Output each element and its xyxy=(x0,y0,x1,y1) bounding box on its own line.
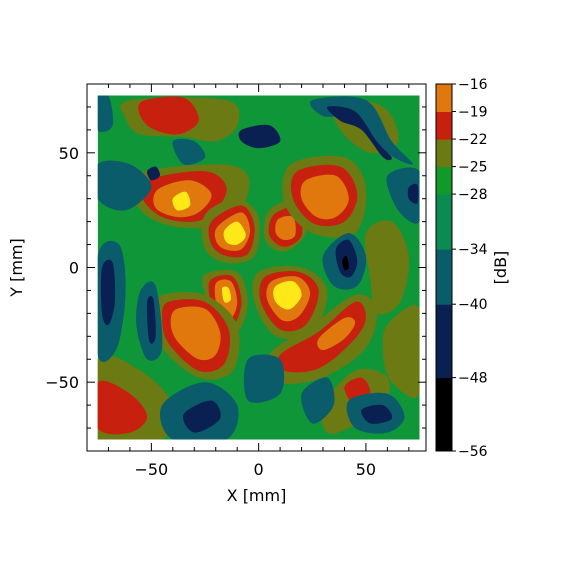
contour-region-1 xyxy=(138,96,199,135)
contour-region-59 xyxy=(301,377,335,424)
colorbar-band xyxy=(436,111,452,140)
contour-region-57 xyxy=(386,167,420,224)
colorbar-tick-label: −48 xyxy=(458,371,488,387)
contour-region-47 xyxy=(326,106,392,161)
contour-region-18 xyxy=(300,174,349,220)
contour-region-32 xyxy=(317,317,356,351)
x-tick-label: 0 xyxy=(254,460,264,479)
contour-region-55 xyxy=(238,124,281,149)
contour-region-53 xyxy=(361,404,393,424)
contour-region-7 xyxy=(172,191,191,211)
contour-region-40 xyxy=(100,259,116,326)
x-axis-label: X [mm] xyxy=(227,486,287,505)
contour-region-35 xyxy=(97,380,148,435)
colorbar-band xyxy=(436,304,452,379)
contour-region-51 xyxy=(243,354,285,403)
contour-region-38 xyxy=(382,305,420,398)
colorbar-tick-label: −19 xyxy=(458,105,488,121)
contour-region-48 xyxy=(97,160,152,211)
colorbar-tick-label: −40 xyxy=(458,297,488,313)
colorbar-tick-label: −28 xyxy=(458,187,488,203)
axis-ticks: −50 0 50 −50 0 50 xyxy=(45,84,426,479)
x-tick-label: 50 xyxy=(356,460,376,479)
contour-region-12 xyxy=(228,227,240,242)
colorbar-unit-label: [dB] xyxy=(491,251,510,285)
contour-region-45 xyxy=(342,255,349,271)
contour-region-29 xyxy=(273,280,302,310)
contour-region-56 xyxy=(146,166,161,181)
colorbar-tick-label: −34 xyxy=(458,242,488,258)
contour-region-54 xyxy=(172,138,206,165)
contour-region-33 xyxy=(364,220,410,315)
colorbar-band xyxy=(436,249,452,305)
colorbar-tick-label: −22 xyxy=(458,132,488,148)
colorbar-band xyxy=(436,139,452,168)
colorbar-frame xyxy=(435,83,453,452)
contour-region-25 xyxy=(170,306,221,361)
contour-map xyxy=(97,95,420,440)
contour-region-42 xyxy=(146,295,156,344)
x-tick-label: −50 xyxy=(134,460,168,479)
contour-region-22 xyxy=(222,286,231,303)
colorbar-tick-label: −25 xyxy=(458,160,488,176)
colorbar-tick-label: −56 xyxy=(458,444,488,460)
colorbar-band xyxy=(436,194,452,250)
y-tick-label: 50 xyxy=(59,144,79,163)
contour-region-60 xyxy=(97,95,114,133)
colorbar-band xyxy=(436,84,452,113)
contour-region-50 xyxy=(182,400,221,433)
colorbar-band xyxy=(436,166,452,195)
colorbar: −56 −48 −40 −34 −28 −25 −22 −19 −16 xyxy=(435,77,488,460)
contour-region-58 xyxy=(407,183,419,204)
contour-region-15 xyxy=(275,215,296,241)
colorbar-tick-label: −16 xyxy=(458,77,488,93)
y-axis-label: Y [mm] xyxy=(7,238,26,298)
colorbar-band xyxy=(436,377,452,452)
y-tick-label: 0 xyxy=(69,259,79,278)
y-tick-label: −50 xyxy=(45,373,79,392)
